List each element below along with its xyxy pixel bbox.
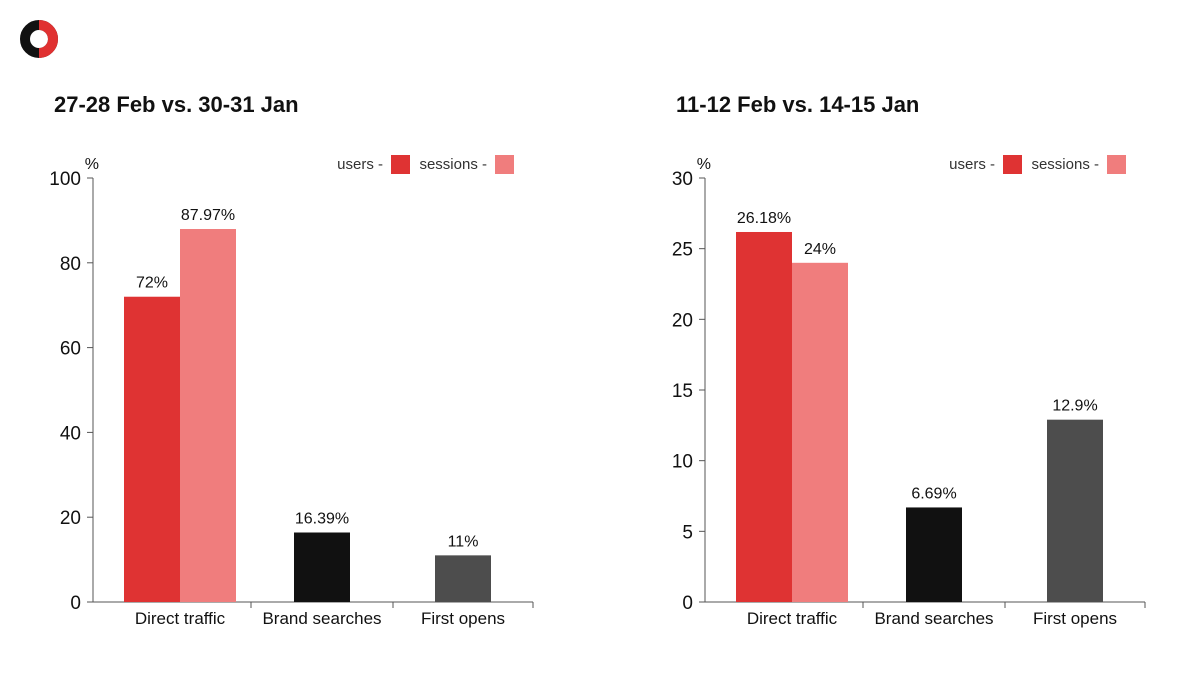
y-tick-label: 100 (49, 169, 81, 190)
y-tick-label: 40 (60, 423, 81, 444)
y-tick-label: 0 (70, 593, 81, 614)
y-tick-label: 60 (60, 339, 81, 360)
y-tick-label: 20 (672, 310, 693, 331)
legend-swatch-users (391, 155, 410, 174)
legend-swatch-users (1003, 155, 1022, 174)
bar-first-opens (435, 555, 491, 602)
bar-sessions (180, 229, 236, 602)
bar-users (124, 296, 180, 602)
bar-sessions (792, 262, 848, 602)
x-tick-label: Brand searches (874, 609, 993, 628)
legend-swatch-sessions (1107, 155, 1126, 174)
y-axis-unit: % (85, 156, 99, 173)
bar-brand-searches (294, 532, 350, 602)
bar-users (736, 231, 792, 603)
data-label: 24% (804, 241, 836, 258)
data-label: 11% (448, 533, 479, 550)
y-tick-label: 15 (672, 381, 693, 402)
chart-2: 0 5 10 15 20 25 30% Direct traffic Brand searche… (672, 155, 1146, 628)
legend-label-users: users - (949, 156, 995, 173)
y-tick-label: 30 (672, 169, 693, 190)
data-label: 16.39% (295, 511, 349, 528)
data-label: 87.97% (181, 207, 235, 224)
data-label: 6.69% (911, 485, 956, 502)
data-label: 12.9% (1052, 398, 1097, 415)
data-label: 72% (136, 275, 168, 292)
y-tick-label: 5 (682, 522, 693, 543)
legend-label-users: users - (337, 156, 383, 173)
chart-1-title: 27-28 Feb vs. 30-31 Jan (54, 92, 299, 117)
x-tick-label: Direct traffic (135, 609, 226, 628)
y-tick-label: 0 (682, 593, 693, 614)
logo-icon (20, 20, 58, 58)
y-axis-unit: % (697, 156, 711, 173)
data-label: 26.18% (737, 210, 791, 227)
legend-swatch-sessions (495, 155, 514, 174)
x-tick-label: First opens (421, 609, 505, 628)
x-tick-label: First opens (1033, 609, 1117, 628)
x-tick-label: Direct traffic (747, 609, 838, 628)
y-tick-label: 10 (672, 452, 693, 473)
legend-label-sessions: sessions - (1031, 156, 1099, 173)
bar-first-opens (1047, 419, 1103, 602)
chart-1: 0 20 40 60 80 100% Direct traffic Brand searche… (49, 155, 534, 628)
y-tick-label: 80 (60, 254, 81, 275)
y-tick-label: 25 (672, 240, 693, 261)
y-tick-label: 20 (60, 508, 81, 529)
chart-2-title: 11-12 Feb vs. 14-15 Jan (676, 92, 920, 117)
bar-brand-searches (906, 507, 962, 602)
legend-label-sessions: sessions - (419, 156, 487, 173)
x-tick-label: Brand searches (262, 609, 381, 628)
